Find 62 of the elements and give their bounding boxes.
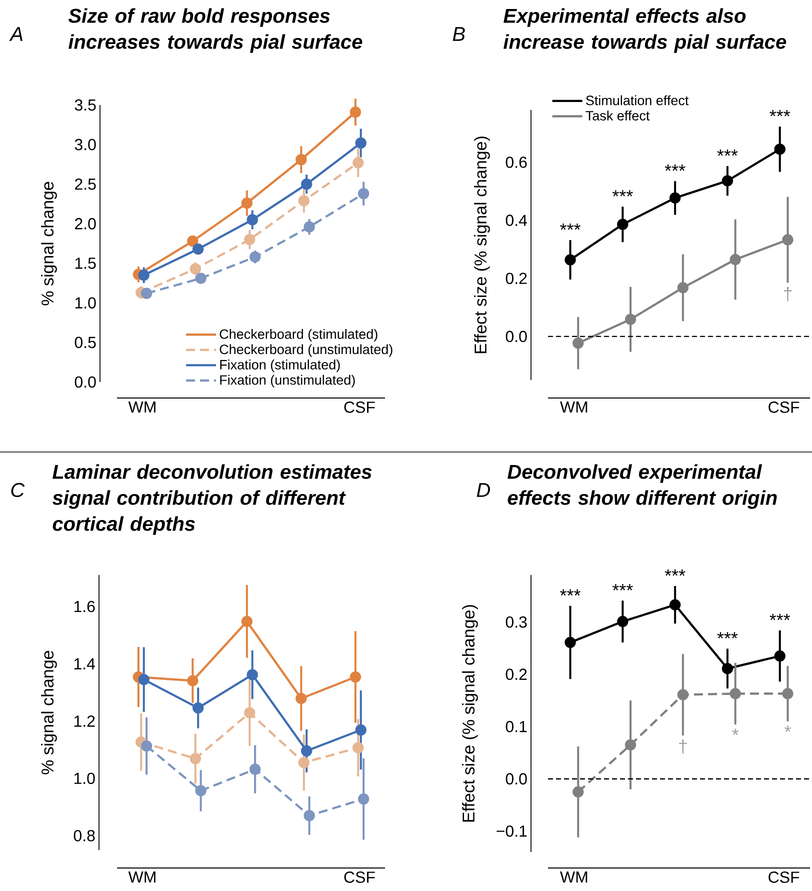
data-label: *** [770,110,790,116]
data-label: *** [560,223,580,230]
y-tick-label: 3.0 [74,138,96,150]
y-tick-label: 2.5 [75,178,96,190]
y-tick-label: 0.0 [506,773,527,785]
chart-title: Laminar deconvolution estimates signal contribution of different cortical depths [52,464,372,535]
y-tick-label: 1.0 [74,772,95,784]
data-label: *** [664,569,686,576]
y-tick-label: 2.0 [75,218,96,230]
data-label: *** [770,614,790,620]
y-tick-label: 3.5 [74,99,96,111]
data-label: † [784,286,792,302]
y-tick-label: 0.2 [506,668,527,680]
y-tick-label: 0.5 [74,336,96,348]
data-label: *** [664,164,686,171]
y-tick-label: 0.8 [74,830,95,842]
x-tick-label: CSF [768,402,800,413]
y-tick-label: 1.2 [74,716,95,727]
data-label: * [732,728,739,735]
y-axis-title: % signal change [41,182,57,306]
x-tick-label: CSF [768,872,800,883]
chart-title: Deconvolved experimental effects show different origin [508,464,777,509]
y-tick-label: 0.0 [74,376,96,388]
text: A [9,27,22,41]
data-label: *** [612,584,633,590]
legend-label: Stimulation effect [586,95,689,106]
y-axis-title: Effect size (% signal change) [462,605,478,822]
y-tick-label: 0.2 [506,272,527,284]
data-label: *** [612,190,633,196]
y-tick-label: 1.4 [74,658,95,670]
text: B [452,27,465,41]
y-tick-label: 0.0 [506,330,527,342]
text: D [476,483,490,497]
data-label: † [679,740,687,754]
x-tick-label: CSF [344,402,375,413]
y-axis-title: Effect size (% signal change) [474,136,490,354]
y-tick-label: 0.1 [506,720,527,732]
legend-label: Checkerboard (unstimulated) [220,344,392,357]
y-tick-label: −0.1 [496,825,527,837]
x-tick-label: WM [560,872,588,883]
y-tick-label: 0.3 [506,616,527,628]
y-tick-label: 1.5 [75,258,96,269]
data-label: *** [560,589,580,596]
chart-title: Experimental effects also increase towards pial surface [504,8,786,53]
text: C [11,482,25,498]
x-tick-label: WM [128,402,156,413]
data-label: *** [717,149,738,156]
legend-label: Fixation (unstimulated) [220,374,355,388]
x-tick-label: WM [560,402,588,413]
y-tick-label: 1.6 [74,600,95,612]
y-tick-label: 0.6 [506,156,527,168]
legend-label: Checkerboard (stimulated) [220,328,378,342]
data-label: * [784,726,791,732]
x-tick-label: WM [128,872,156,883]
y-tick-label: 1.0 [75,297,96,309]
legend-label: Fixation (stimulated) [220,360,340,372]
chart-title: Size of raw bold responses increases towards pial surface [68,8,362,53]
legend-label: Task effect [586,110,650,120]
y-axis-title: % signal change [41,650,57,774]
y-tick-label: 0.4 [506,214,527,226]
x-tick-label: CSF [344,872,375,883]
data-label: *** [717,632,738,638]
